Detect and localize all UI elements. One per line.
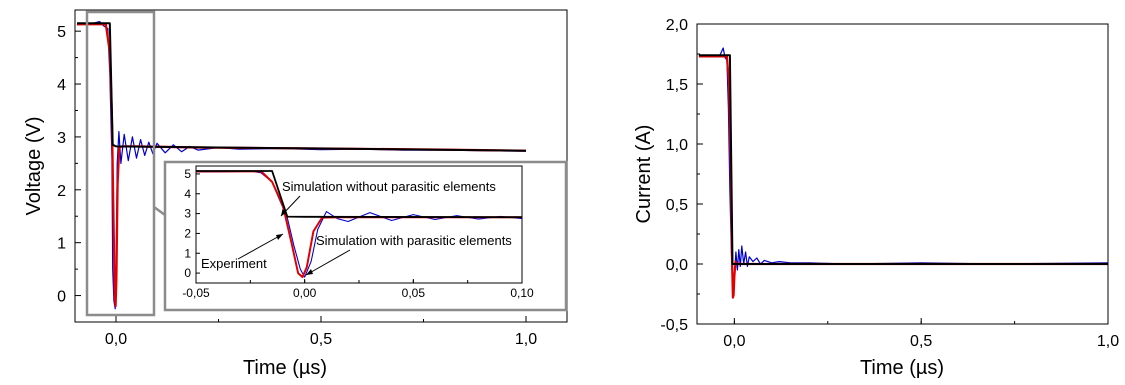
current-series-experiment (698, 47, 1108, 289)
arrowhead-sim-without (281, 209, 287, 216)
current-y-tick-label: 1,0 (666, 137, 688, 154)
zoom-region-box (85, 10, 156, 317)
current-y-tick-label: 0,0 (666, 257, 688, 274)
voltage-y-tick-label: 2 (57, 183, 66, 200)
voltage-y-tick-label: 3 (57, 130, 66, 147)
inset-y-tick-label: 4 (184, 187, 191, 201)
voltage-y-axis-label: Voltage (V) (23, 117, 45, 216)
current-x-tick-label: 0,5 (910, 333, 932, 350)
current-plot-frame (696, 23, 1109, 325)
arrow-sim-with (305, 249, 351, 276)
inset-y-tick-label: 2 (184, 226, 191, 240)
voltage-chart: 0,0 0,5 1,0 0 1 2 3 4 5 Time (µs) Voltage (V) -0… (23, 9, 568, 379)
current-series (698, 47, 1108, 299)
voltage-series (76, 21, 527, 310)
voltage-y-tick-label: 0 (57, 289, 66, 306)
current-x-axis-label: Time (µs) (860, 357, 944, 379)
inset-series (196, 170, 522, 279)
arrowhead-experiment (276, 234, 283, 240)
voltage-x-tick-label: 1,0 (515, 331, 537, 348)
current-y-tick-label: -0,5 (660, 317, 688, 334)
voltage-y-tick-label: 4 (57, 77, 66, 94)
current-chart: 0,0 0,5 1,0 -0,5 0,0 0,5 1,0 1,5 2,0 Time (µs) C… (633, 17, 1119, 379)
inset-x-tick-label: 0,05 (402, 286, 426, 300)
voltage-series-sim-without (77, 22, 527, 152)
inset-x-tick-label: 0,10 (510, 286, 534, 300)
current-y-tick-label: 2,0 (666, 17, 688, 34)
current-y-axis-label: Current (A) (633, 125, 655, 224)
annotation-sim-with: Simulation with parasitic elements (316, 233, 512, 248)
inset-x-tick-label: 0,00 (293, 286, 317, 300)
annotation-sim-without: Simulation without parasitic elements (282, 179, 496, 194)
voltage-x-tick-label: 0,5 (310, 331, 332, 348)
voltage-y-tick-label: 1 (57, 236, 66, 253)
inset-series-sim-without (196, 170, 522, 219)
current-x-tick-label: 0,0 (723, 333, 745, 350)
annotation-experiment: Experiment (201, 256, 267, 271)
arrowhead-sim-with (306, 269, 313, 275)
voltage-x-tick-label: 0,0 (105, 331, 127, 348)
current-y-tick-label: 0,5 (666, 197, 688, 214)
voltage-inset: -0,05 0,00 0,05 0,10 0 1 2 3 4 5 Simulation witho… (163, 160, 568, 312)
inset-y-tick-label: 0 (184, 266, 191, 280)
inset-frame (163, 160, 568, 312)
current-y-tick-label: 1,5 (666, 77, 688, 94)
inset-y-tick-label: 5 (184, 167, 191, 181)
current-x-tick-label: 1,0 (1097, 333, 1119, 350)
inset-axes: -0,05 0,00 0,05 0,10 0 1 2 3 4 5 (182, 167, 534, 300)
inset-x-tick-label: -0,05 (182, 286, 210, 300)
current-series-sim-with (698, 55, 1108, 299)
voltage-axes: 0,0 0,5 1,0 0 1 2 3 4 5 (57, 24, 537, 348)
arrow-experiment (237, 233, 284, 260)
voltage-x-axis-label: Time (µs) (243, 357, 327, 379)
current-axes: 0,0 0,5 1,0 -0,5 0,0 0,5 1,0 1,5 2,0 (660, 17, 1119, 350)
current-series-sim-without (698, 54, 1108, 265)
inset-y-tick-label: 3 (184, 207, 191, 221)
voltage-y-tick-label: 5 (57, 24, 66, 41)
inset-series-experiment (196, 170, 522, 278)
inset-y-tick-label: 1 (184, 246, 191, 260)
zoom-connector (153, 205, 166, 217)
